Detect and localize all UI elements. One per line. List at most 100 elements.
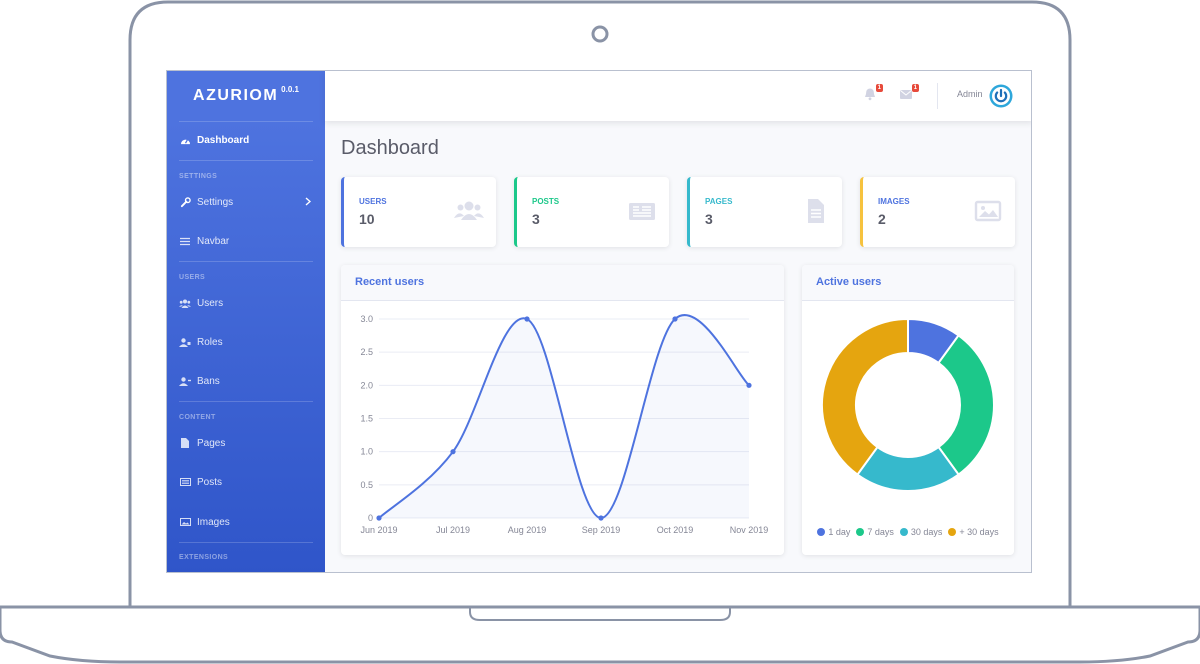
sidebar-heading-content: CONTENT (179, 414, 216, 421)
y-tick-label: 1.0 (360, 447, 373, 457)
sidebar-item-label: Bans (197, 375, 220, 387)
envelope-icon (900, 90, 912, 99)
recent-users-chart: 0 0.5 1.0 1.5 2.0 2.5 3.0 Jun 2019 Jul 2019 Aug 2… (360, 314, 769, 535)
stat-label: PAGES (705, 197, 733, 206)
stat-card-images[interactable]: IMAGES 2 (860, 177, 1015, 247)
bars-icon (179, 236, 191, 246)
legend-item[interactable]: 30 days (899, 527, 942, 537)
stat-card-pages[interactable]: PAGES 3 (687, 177, 842, 247)
wrench-icon (179, 196, 191, 207)
pie-slice (937, 334, 995, 476)
sidebar-item-bans[interactable]: Bans (179, 371, 315, 391)
notifications-button[interactable]: 1 (863, 84, 883, 105)
pie-slice (821, 317, 909, 476)
sidebar-heading-settings: SETTINGS (179, 173, 218, 180)
user-tag-icon (179, 337, 191, 347)
sidebar-divider (179, 401, 313, 402)
x-tick-label: Sep 2019 (582, 525, 621, 535)
recent-users-card: Recent users 0 0.5 1.0 1.5 2.0 2.5 3.0 Jun 2019… (341, 265, 784, 555)
sidebar: AZURIOM 0.0.1 Dashboard SETTINGS Setting… (167, 71, 325, 572)
sidebar-item-label: Dashboard (197, 134, 250, 146)
sidebar-item-dashboard[interactable]: Dashboard (179, 130, 315, 150)
sidebar-item-pages[interactable]: Pages (179, 433, 315, 453)
x-tick-label: Oct 2019 (657, 525, 694, 535)
image-icon (974, 200, 1002, 222)
sidebar-item-images[interactable]: Images (179, 512, 315, 532)
sidebar-item-settings[interactable]: Settings (179, 192, 315, 212)
page-title: Dashboard (341, 137, 439, 159)
legend-swatch (899, 528, 908, 536)
topbar: 1 1 Admin (325, 71, 1031, 121)
sidebar-divider (179, 121, 313, 122)
legend-item[interactable]: 1 day (817, 527, 850, 537)
brand-version: 0.0.1 (281, 84, 299, 94)
y-tick-label: 0 (368, 513, 373, 523)
sidebar-item-navbar[interactable]: Navbar (179, 231, 315, 251)
stat-label: POSTS (532, 197, 560, 206)
users-icon (454, 201, 484, 220)
newspaper-icon (629, 203, 655, 220)
bell-icon (865, 88, 875, 101)
data-point (376, 515, 382, 521)
stat-card-posts[interactable]: POSTS 3 (514, 177, 669, 247)
x-tick-label: Aug 2019 (508, 525, 547, 535)
sidebar-item-label: Pages (197, 437, 226, 449)
active-users-chart (821, 317, 995, 492)
tachometer-icon (179, 135, 191, 145)
sidebar-item-label: Posts (197, 476, 223, 488)
y-tick-label: 2.0 (360, 380, 373, 390)
file-icon (179, 438, 191, 448)
stat-label: IMAGES (878, 197, 910, 206)
sidebar-divider (179, 542, 313, 543)
legend-swatch (817, 528, 826, 536)
sidebar-item-users[interactable]: Users (179, 293, 315, 313)
active-users-card: Active users 1 day 7 days 30 days + 30 days (802, 265, 1014, 555)
recent-users-title: Recent users (341, 265, 784, 301)
active-users-title: Active users (802, 265, 1014, 301)
messages-button[interactable]: 1 (899, 84, 919, 105)
user-name[interactable]: Admin (957, 89, 983, 99)
power-icon (989, 84, 1013, 108)
sidebar-heading-users: USERS (179, 274, 206, 281)
legend-label: + 30 days (959, 527, 999, 537)
user-slash-icon (179, 376, 191, 386)
data-point (672, 316, 678, 322)
data-point (746, 382, 752, 388)
legend-item[interactable]: 7 days (856, 527, 894, 537)
file-icon (808, 199, 824, 223)
sidebar-heading-extensions: EXTENSIONS (179, 554, 229, 561)
app-screen: AZURIOM 0.0.1 Dashboard SETTINGS Setting… (166, 70, 1032, 573)
x-tick-label: Jun 2019 (360, 525, 397, 535)
data-point (598, 515, 604, 521)
user-avatar[interactable] (989, 84, 1013, 108)
sidebar-divider (179, 160, 313, 161)
brand-logo[interactable]: AZURIOM 0.0.1 (167, 71, 325, 121)
stat-value: 2 (878, 211, 886, 227)
messages-badge: 1 (911, 84, 919, 92)
webcam-icon (591, 25, 609, 43)
y-tick-label: 1.5 (360, 414, 373, 424)
stat-value: 10 (359, 211, 375, 227)
brand-name: AZURIOM (193, 87, 279, 104)
stat-value: 3 (532, 211, 540, 227)
newspaper-icon (179, 477, 191, 487)
sidebar-divider (179, 261, 313, 262)
users-icon (179, 298, 191, 308)
image-icon (179, 517, 191, 527)
sidebar-item-label: Settings (197, 196, 234, 208)
active-users-legend: 1 day 7 days 30 days + 30 days (802, 527, 1014, 537)
sidebar-item-label: Users (197, 297, 224, 309)
y-tick-label: 0.5 (360, 480, 373, 490)
chevron-right-icon (305, 197, 312, 209)
data-point (450, 449, 456, 455)
sidebar-item-roles[interactable]: Roles (179, 332, 315, 352)
legend-item[interactable]: + 30 days (948, 527, 999, 537)
stat-label: USERS (359, 197, 387, 206)
notifications-badge: 1 (875, 84, 883, 92)
y-tick-label: 3.0 (360, 314, 373, 324)
stat-card-users[interactable]: USERS 10 (341, 177, 496, 247)
sidebar-item-posts[interactable]: Posts (179, 472, 315, 492)
x-tick-label: Nov 2019 (730, 525, 769, 535)
sidebar-item-label: Navbar (197, 235, 230, 247)
topbar-divider (937, 83, 938, 109)
